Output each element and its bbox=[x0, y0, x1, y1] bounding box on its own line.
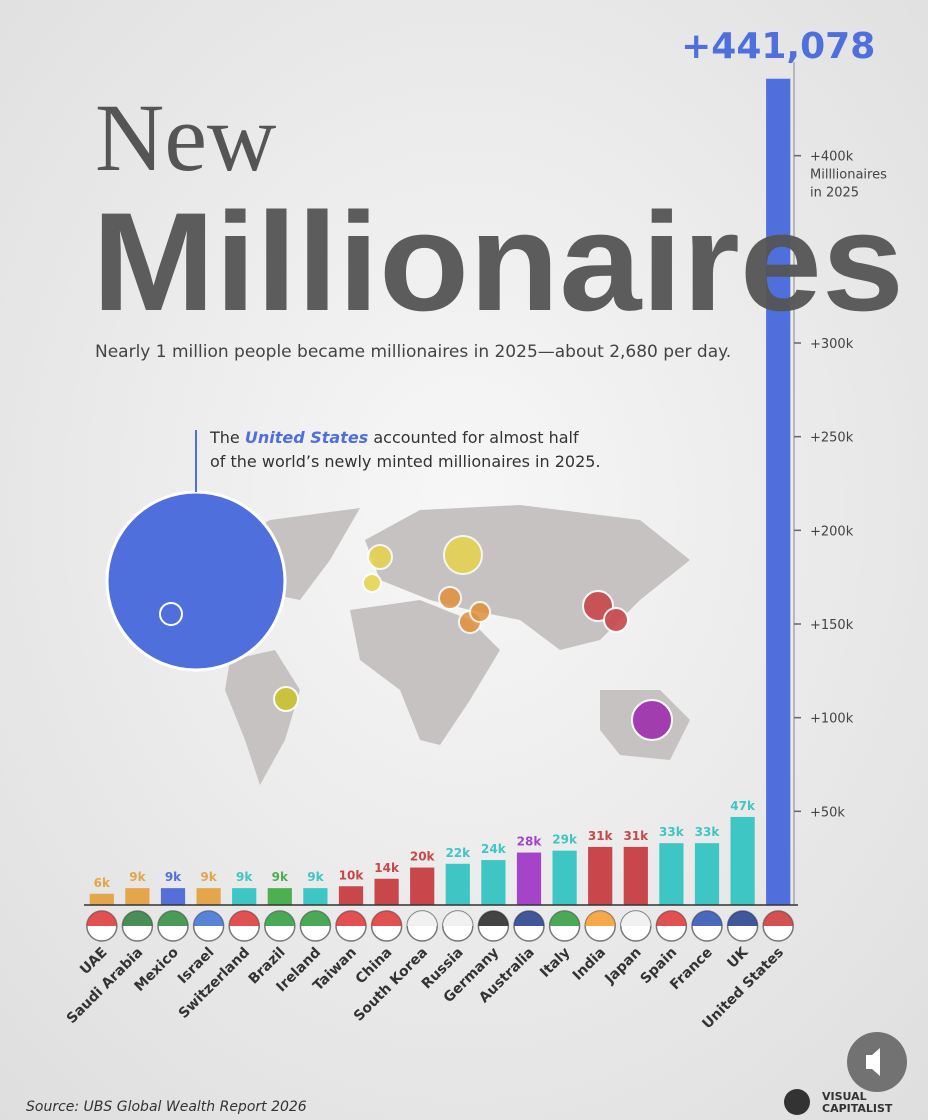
flag bbox=[585, 911, 616, 926]
bar bbox=[623, 846, 648, 905]
brand: VISUAL bbox=[822, 1090, 867, 1103]
bar bbox=[694, 843, 720, 905]
flag bbox=[692, 911, 722, 926]
value-label: 9k bbox=[200, 870, 217, 884]
bar bbox=[552, 850, 577, 905]
flag bbox=[407, 911, 438, 926]
flag bbox=[158, 911, 188, 926]
bar bbox=[125, 888, 150, 905]
value-label: 29k bbox=[552, 833, 578, 847]
bar bbox=[588, 846, 613, 905]
bar bbox=[730, 816, 755, 905]
value-label: 6k bbox=[94, 876, 111, 890]
bar bbox=[338, 886, 364, 905]
flag bbox=[763, 911, 794, 926]
sound-button[interactable] bbox=[847, 1032, 907, 1092]
y-tick-label: +400k bbox=[810, 150, 854, 165]
annotation: The United States accounted for almost h… bbox=[209, 428, 579, 447]
bar bbox=[481, 860, 506, 905]
flag bbox=[336, 911, 366, 926]
flag bbox=[727, 911, 758, 926]
flag bbox=[193, 911, 224, 926]
value-label: 14k bbox=[374, 861, 400, 875]
value-label: 31k bbox=[588, 829, 614, 843]
flag bbox=[229, 911, 260, 926]
y-tick-label: +200k bbox=[810, 524, 854, 539]
value-label: 9k bbox=[236, 870, 253, 884]
annotation: of the world’s newly minted millionaires… bbox=[210, 452, 601, 471]
flag bbox=[264, 911, 295, 926]
title-line-1: New bbox=[95, 84, 276, 191]
value-label: 47k bbox=[730, 799, 756, 813]
value-label: 9k bbox=[272, 870, 289, 884]
bar bbox=[267, 888, 292, 905]
annotation-text: accounted for almost half bbox=[373, 428, 579, 447]
value-label: 31k bbox=[623, 829, 649, 843]
y-tick-label: +300k bbox=[810, 337, 854, 352]
source: Source: UBS Global Wealth Report 2026 bbox=[26, 1099, 307, 1115]
bar bbox=[232, 888, 257, 905]
logo: VISUAL CAPITALIST bbox=[784, 1089, 893, 1115]
flag bbox=[514, 911, 544, 926]
value-label: 22k bbox=[445, 846, 471, 860]
bar bbox=[303, 888, 328, 905]
flag bbox=[442, 911, 473, 926]
value-label: 9k bbox=[165, 870, 182, 884]
value-label: 10k bbox=[339, 868, 365, 882]
flag bbox=[300, 911, 331, 926]
axis-note: Milllionaires bbox=[810, 168, 887, 183]
flag bbox=[549, 911, 580, 926]
value-label: 33k bbox=[659, 825, 685, 839]
value-label: 33k bbox=[695, 825, 721, 839]
flag bbox=[86, 911, 117, 927]
value-label: +441,078 bbox=[681, 26, 875, 67]
bar bbox=[160, 888, 186, 905]
y-tick-label: +150k bbox=[810, 618, 854, 633]
flag bbox=[478, 911, 509, 926]
subtitle: Nearly 1 million people became millionai… bbox=[95, 342, 731, 362]
value-label: 20k bbox=[410, 850, 436, 864]
y-tick-label: +50k bbox=[810, 805, 845, 820]
value-label: 24k bbox=[481, 842, 507, 856]
bar bbox=[445, 863, 470, 905]
bar bbox=[410, 867, 435, 905]
flag bbox=[371, 911, 402, 926]
value-label: 9k bbox=[307, 870, 324, 884]
bar bbox=[659, 843, 684, 905]
bar bbox=[196, 888, 221, 905]
flag bbox=[656, 911, 687, 926]
y-tick-label: +250k bbox=[810, 431, 854, 446]
value-label: 28k bbox=[517, 835, 543, 849]
flag bbox=[122, 911, 153, 926]
bar bbox=[766, 78, 791, 906]
bar bbox=[89, 893, 114, 905]
bar bbox=[374, 878, 399, 905]
annotation-highlight: United States bbox=[245, 428, 368, 447]
y-tick-label: +100k bbox=[810, 712, 854, 727]
value-label: 9k bbox=[129, 870, 146, 884]
bar bbox=[516, 852, 542, 905]
brand: CAPITALIST bbox=[822, 1102, 893, 1115]
annotation-text: The bbox=[209, 428, 240, 447]
title-line-2: Millionaires bbox=[92, 183, 904, 340]
axis-note: in 2025 bbox=[810, 186, 859, 201]
map-bubbles bbox=[105, 430, 673, 741]
flag bbox=[620, 911, 651, 926]
